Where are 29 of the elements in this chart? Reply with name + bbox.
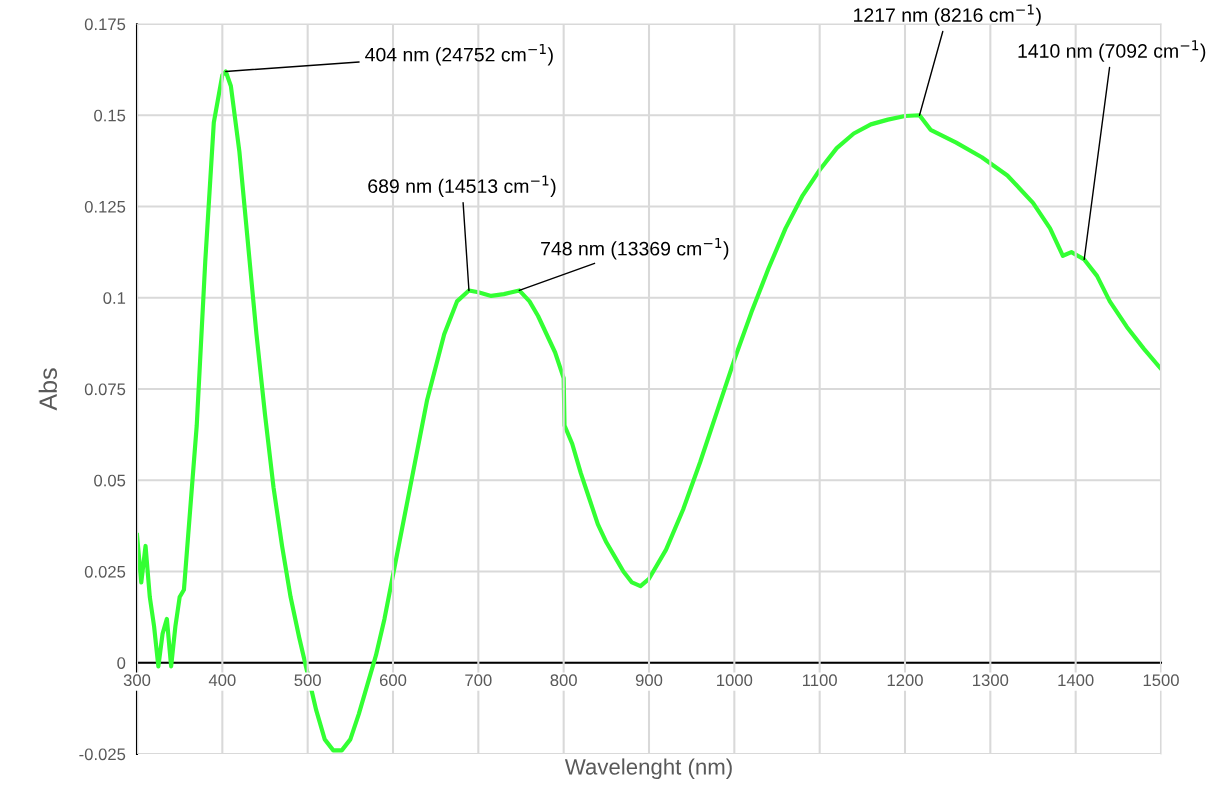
y-tick-label: 0.15 xyxy=(94,109,126,122)
y-tick-label: 0.05 xyxy=(94,474,126,487)
y-tick-label: 0.1 xyxy=(103,292,126,304)
annotation: 689 nm (14513 cm$^{−1}$) xyxy=(368,175,556,197)
x-tick-label: 900 xyxy=(635,674,663,687)
y-tick-label: 0.175 xyxy=(84,18,126,31)
y-tick-label: 0.125 xyxy=(84,200,126,213)
y-tick-label: -0.025 xyxy=(79,748,126,761)
annotation: 1217 nm (8216 cm$^{−1}$) xyxy=(854,4,1041,26)
x-tick-label: 1500 xyxy=(1143,674,1179,687)
x-tick-label: 1100 xyxy=(803,674,837,687)
x-tick-label: 300 xyxy=(123,674,151,687)
x-tick-label: 500 xyxy=(294,674,321,687)
y-tick-label: 0 xyxy=(117,657,126,669)
annotation: 1410 nm (7092 cm$^{−1}$) xyxy=(1018,40,1206,62)
x-tick-label: 800 xyxy=(550,674,577,687)
x-tick-label: 1400 xyxy=(1058,674,1094,687)
x-tick-label: 600 xyxy=(379,674,407,687)
x-tick-label: 1300 xyxy=(973,674,1009,687)
y-tick-label: 0.075 xyxy=(84,383,126,396)
annotation: 404 nm (24752 cm$^{−1}$) xyxy=(365,43,553,66)
x-tick-label: 400 xyxy=(208,674,236,687)
y-axis-title: Abs xyxy=(38,368,58,411)
x-tick-label: 700 xyxy=(465,674,492,687)
x-axis-title: Wavelenght (nm) xyxy=(564,758,732,780)
x-tick-label: 1200 xyxy=(887,674,923,687)
annotation: 748 nm (13369 cm$^{−1}$) xyxy=(541,237,729,260)
x-tick-label: 1000 xyxy=(717,674,753,687)
y-tick-label: 0.025 xyxy=(84,565,126,578)
